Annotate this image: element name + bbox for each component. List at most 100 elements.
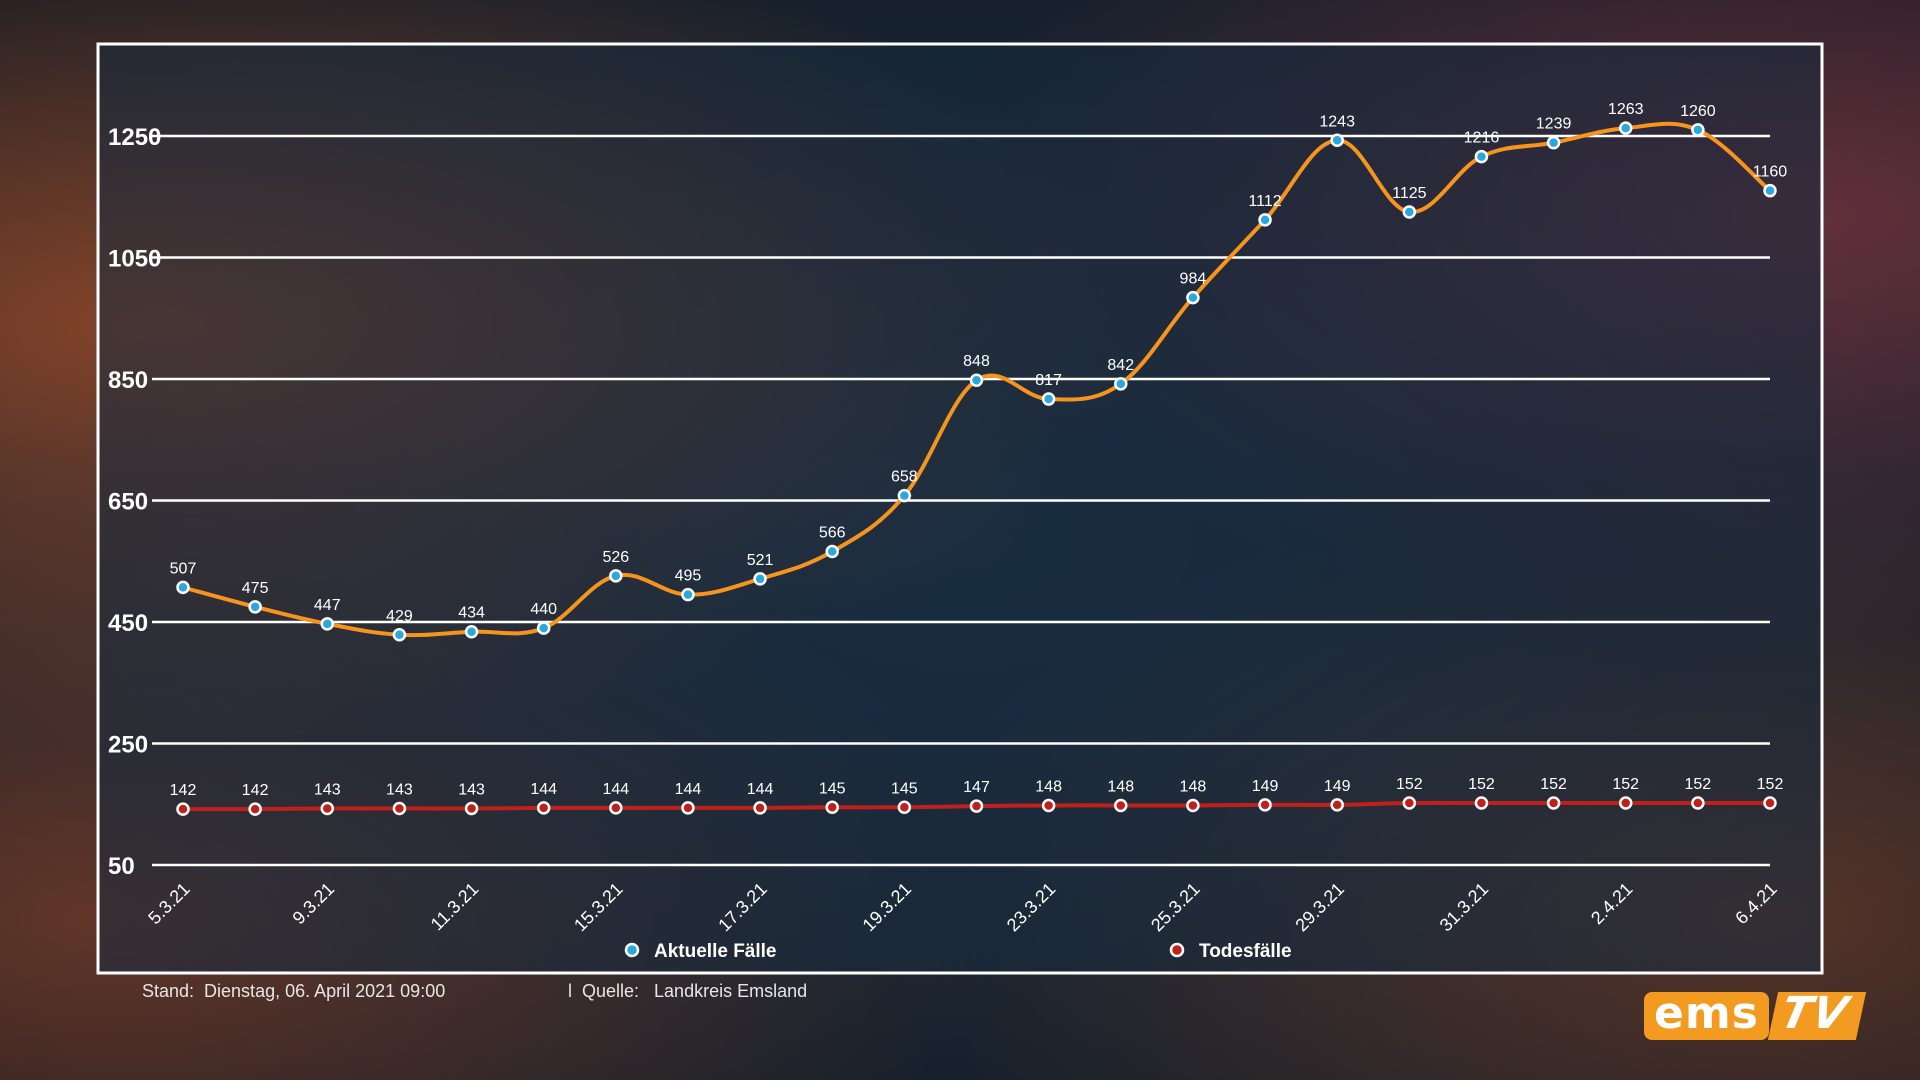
ems-tv-logo: ems TV xyxy=(1644,988,1867,1040)
data-point xyxy=(176,802,190,816)
data-point xyxy=(248,802,262,816)
data-point xyxy=(536,621,551,635)
data-point xyxy=(1546,796,1561,810)
y-tick-label: 850 xyxy=(108,367,148,394)
data-point xyxy=(392,628,407,642)
data-label: 507 xyxy=(170,560,197,577)
data-point xyxy=(1186,290,1200,305)
data-point xyxy=(1474,796,1489,810)
data-point xyxy=(1041,798,1056,813)
data-label: 1216 xyxy=(1464,130,1500,147)
legend-label: Aktuelle Fälle xyxy=(654,941,777,962)
data-point xyxy=(320,801,335,816)
data-point xyxy=(1041,392,1056,406)
data-label: 475 xyxy=(242,580,269,597)
data-point xyxy=(1691,123,1705,137)
data-label: 142 xyxy=(242,782,269,799)
y-tick-label: 250 xyxy=(108,732,148,759)
data-point xyxy=(1474,149,1489,164)
chart-panel xyxy=(96,42,1824,975)
data-point xyxy=(969,373,984,387)
data-point xyxy=(1330,133,1344,148)
data-label: 521 xyxy=(747,552,774,569)
legend-label: Todesfälle xyxy=(1199,941,1292,962)
data-label: 1260 xyxy=(1680,103,1716,120)
data-point xyxy=(1546,135,1561,150)
data-label: 658 xyxy=(891,469,918,486)
data-label: 148 xyxy=(1180,778,1207,795)
data-label: 1160 xyxy=(1753,164,1788,181)
data-label: 152 xyxy=(1612,776,1639,793)
data-point xyxy=(1402,796,1417,810)
y-tick-label: 1050 xyxy=(108,246,161,273)
data-point xyxy=(464,624,479,639)
data-point xyxy=(609,569,623,583)
data-label: 1243 xyxy=(1319,113,1355,130)
data-point xyxy=(753,572,767,586)
data-label: 1125 xyxy=(1392,185,1427,202)
data-label: 1239 xyxy=(1536,116,1572,133)
data-point xyxy=(1618,796,1633,810)
data-label: 144 xyxy=(675,781,702,798)
data-label: 842 xyxy=(1107,357,1134,374)
data-label: 144 xyxy=(747,781,774,798)
footer-source: l Quelle: Landkreis Emsland xyxy=(568,981,808,1001)
data-label: 143 xyxy=(458,782,485,799)
legend-marker xyxy=(1169,942,1185,958)
data-label: 566 xyxy=(819,525,846,542)
data-point xyxy=(392,801,407,816)
data-label: 149 xyxy=(1324,778,1351,795)
data-label: 143 xyxy=(314,782,341,799)
data-point xyxy=(1258,213,1272,227)
data-point xyxy=(248,600,262,614)
data-point xyxy=(1330,798,1344,812)
data-label: 434 xyxy=(458,605,485,622)
data-label: 447 xyxy=(314,597,341,614)
data-label: 143 xyxy=(386,782,413,799)
data-label: 145 xyxy=(891,780,918,797)
data-point xyxy=(1763,796,1777,810)
legend-marker xyxy=(624,942,640,958)
data-point xyxy=(897,800,912,815)
data-label: 149 xyxy=(1252,778,1279,795)
logo-tv: TV xyxy=(1767,988,1867,1040)
data-point xyxy=(464,801,479,816)
y-tick-label: 450 xyxy=(108,610,148,637)
data-label: 152 xyxy=(1396,776,1423,793)
data-label: 152 xyxy=(1685,776,1712,793)
y-tick-label: 1250 xyxy=(108,124,161,151)
footer-stand: Stand: Dienstag, 06. April 2021 09:00 xyxy=(142,981,446,1001)
data-point xyxy=(1691,796,1705,810)
data-label: 526 xyxy=(602,549,629,566)
data-label: 142 xyxy=(170,782,197,799)
data-label: 152 xyxy=(1757,776,1784,793)
data-point xyxy=(681,801,695,815)
data-point xyxy=(1114,377,1128,391)
data-point xyxy=(681,587,695,602)
data-point xyxy=(609,801,623,815)
data-label: 495 xyxy=(675,568,702,585)
data-point xyxy=(176,580,190,595)
data-label: 984 xyxy=(1180,271,1207,288)
data-label: 1112 xyxy=(1248,193,1281,210)
data-point xyxy=(1763,183,1777,198)
data-point xyxy=(1258,798,1272,812)
data-label: 148 xyxy=(1107,778,1134,795)
data-point xyxy=(753,801,767,815)
data-label: 152 xyxy=(1468,776,1495,793)
data-point xyxy=(1114,798,1128,813)
data-label: 1263 xyxy=(1608,101,1644,118)
data-label: 440 xyxy=(530,601,557,618)
data-label: 145 xyxy=(819,780,846,797)
data-point xyxy=(897,488,912,503)
data-point xyxy=(1402,205,1417,219)
data-point xyxy=(825,544,839,559)
logo-ems: ems xyxy=(1644,992,1769,1040)
data-label: 848 xyxy=(963,353,990,370)
data-label: 817 xyxy=(1035,372,1062,389)
data-point xyxy=(1186,798,1200,813)
data-point xyxy=(1618,121,1633,135)
data-label: 429 xyxy=(386,608,413,625)
data-label: 144 xyxy=(602,781,629,798)
